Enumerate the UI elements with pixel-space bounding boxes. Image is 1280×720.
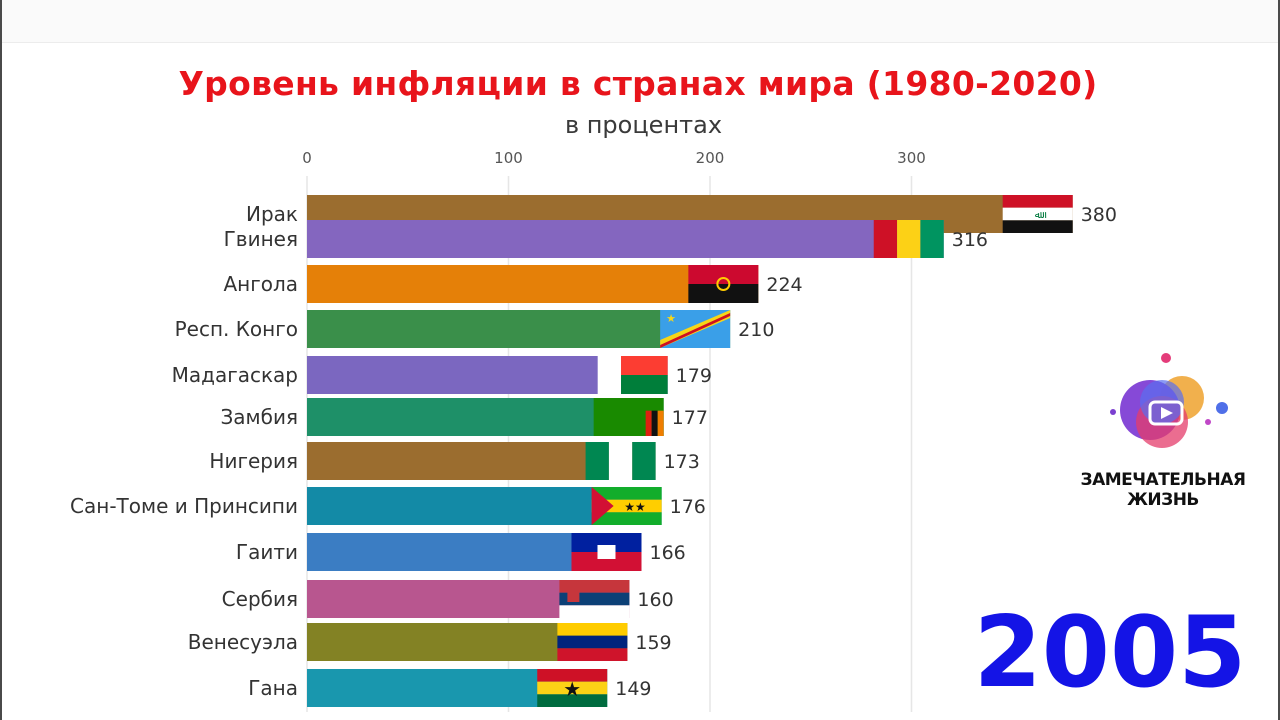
venezuela-flag-icon	[557, 623, 628, 661]
svg-text:★: ★	[666, 312, 676, 325]
bar	[307, 265, 759, 303]
value-label: 177	[672, 407, 708, 429]
value-label: 316	[952, 229, 988, 251]
category-label: Гаити	[236, 540, 298, 564]
ghana-flag-icon: ★	[537, 669, 608, 707]
category-label: Ангола	[223, 272, 298, 296]
category-label: Сербия	[222, 587, 298, 611]
iraq-flag-icon: ﷲ	[1002, 195, 1073, 233]
category-label: Венесуэла	[188, 630, 298, 654]
value-label: 380	[1081, 204, 1117, 226]
chart-title: Уровень инфляции в странах мира (1980-20…	[178, 64, 1098, 103]
guinea-flag-icon	[873, 220, 944, 258]
svg-text:★★: ★★	[624, 500, 646, 514]
value-label: 179	[676, 365, 712, 387]
value-label: 173	[664, 451, 700, 473]
category-label: Мадагаскар	[172, 363, 298, 387]
value-label: 210	[738, 319, 774, 341]
category-label: Ирак	[246, 202, 298, 226]
value-label: 160	[637, 589, 673, 611]
frame-right-edge	[1278, 0, 1280, 720]
x-tick-label: 200	[696, 149, 725, 167]
value-label: 224	[766, 274, 802, 296]
value-label: 149	[615, 678, 651, 700]
madagascar-flag-icon	[597, 356, 668, 394]
nigeria-flag-icon	[585, 442, 656, 480]
svg-text:★: ★	[563, 677, 581, 701]
window-top-bar	[0, 0, 1280, 43]
category-label: Нигерия	[209, 449, 298, 473]
chart-subtitle: в процентах	[564, 111, 723, 139]
x-tick-label: 0	[302, 149, 312, 167]
sao-tome-flag-icon: ★★	[591, 487, 662, 525]
zambia-flag-icon	[593, 398, 664, 436]
category-label: Гана	[248, 676, 298, 700]
angola-flag-icon	[688, 265, 759, 303]
x-tick-label: 300	[897, 149, 926, 167]
value-label: 159	[635, 632, 671, 654]
category-label: Замбия	[220, 405, 298, 429]
year-label: 2005	[973, 596, 1247, 710]
frame-left-edge	[0, 0, 2, 720]
category-label: Сан-Томе и Принсипи	[70, 494, 298, 518]
bar	[307, 310, 731, 348]
x-tick-label: 100	[494, 149, 523, 167]
dr-congo-flag-icon: ★	[660, 310, 731, 348]
category-label: Гвинея	[224, 227, 298, 251]
category-label: Респ. Конго	[175, 317, 298, 341]
channel-logo-icon	[1100, 350, 1240, 460]
haiti-flag-icon	[571, 533, 642, 571]
serbia-flag-icon	[559, 580, 630, 618]
bar	[307, 220, 944, 258]
value-label: 166	[649, 542, 685, 564]
channel-name: ЗАМЕЧАТЕЛЬНАЯ ЖИЗНЬ	[1080, 470, 1246, 510]
value-label: 176	[670, 496, 706, 518]
